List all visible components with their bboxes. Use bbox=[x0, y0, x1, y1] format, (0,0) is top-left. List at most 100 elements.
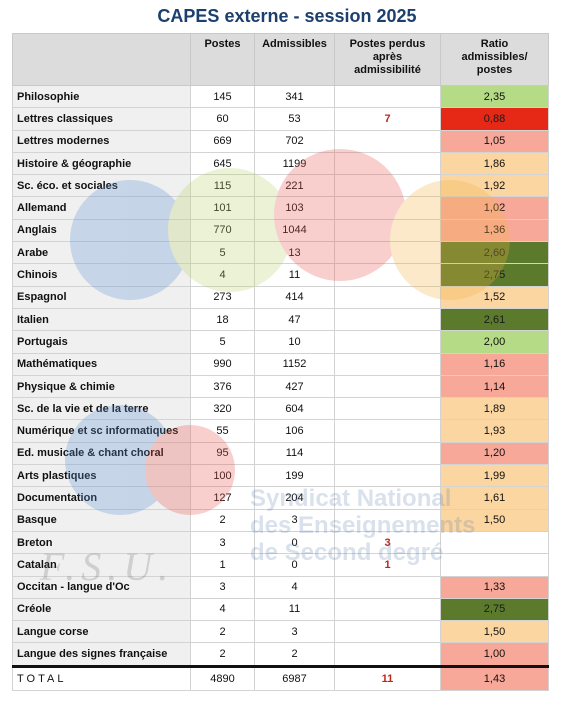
header-discipline bbox=[12, 33, 191, 86]
admissibles-cell: 11 bbox=[254, 597, 335, 622]
discipline-cell: Espagnol bbox=[12, 285, 191, 309]
postes-perdus-cell bbox=[334, 397, 441, 421]
ratio-cell: 1,02 bbox=[440, 196, 549, 220]
ratio-cell: 1,86 bbox=[440, 151, 549, 176]
table-row: Arabe 5 13 2,60 bbox=[12, 241, 549, 265]
ratio-cell: 2,75 bbox=[440, 597, 549, 622]
table-row: Lettres modernes 669 702 1,05 bbox=[12, 129, 549, 153]
admissibles-cell: 10 bbox=[254, 330, 335, 354]
postes-perdus-cell: 11 bbox=[334, 664, 441, 691]
table-row: Créole 4 11 2,75 bbox=[12, 597, 549, 622]
postes-perdus-cell bbox=[334, 129, 441, 153]
discipline-cell: Lettres modernes bbox=[12, 129, 191, 153]
postes-perdus-cell bbox=[334, 464, 441, 488]
admissibles-cell: 341 bbox=[254, 84, 335, 109]
ratio-cell: 2,35 bbox=[440, 84, 549, 109]
admissibles-cell: 6987 bbox=[254, 664, 335, 691]
discipline-cell: Allemand bbox=[12, 196, 191, 220]
discipline-cell: Lettres classiques bbox=[12, 107, 191, 131]
admissibles-cell: 414 bbox=[254, 285, 335, 309]
admissibles-cell: 199 bbox=[254, 464, 335, 488]
header-admissibles: Admissibles bbox=[254, 33, 335, 86]
discipline-cell: Sc. éco. et sociales bbox=[12, 174, 191, 198]
postes-perdus-cell: 7 bbox=[334, 107, 441, 131]
postes-cell: 3 bbox=[190, 530, 255, 555]
ratio-cell: 1,05 bbox=[440, 129, 549, 153]
postes-perdus-cell bbox=[334, 285, 441, 309]
results-table: Postes Admissibles Postes perdus après a… bbox=[12, 33, 549, 691]
admissibles-cell: 103 bbox=[254, 196, 335, 220]
table-row: Langue des signes française 2 2 1,00 bbox=[12, 642, 549, 667]
discipline-cell: Anglais bbox=[12, 218, 191, 243]
postes-cell: 669 bbox=[190, 129, 255, 153]
postes-cell: 770 bbox=[190, 218, 255, 243]
page-title: CAPES externe - session 2025 bbox=[157, 6, 417, 26]
admissibles-cell: 106 bbox=[254, 419, 335, 443]
discipline-cell: Ed. musicale & chant choral bbox=[12, 441, 191, 466]
ratio-cell: 1,92 bbox=[440, 174, 549, 198]
ratio-cell: 1,43 bbox=[440, 664, 549, 691]
discipline-cell: Mathématiques bbox=[12, 352, 191, 376]
discipline-cell: Sc. de la vie et de la terre bbox=[12, 397, 191, 421]
discipline-cell: TOTAL bbox=[12, 664, 191, 691]
postes-perdus-cell bbox=[334, 597, 441, 622]
discipline-cell: Philosophie bbox=[12, 84, 191, 109]
admissibles-cell: 2 bbox=[254, 642, 335, 667]
header-row: Postes Admissibles Postes perdus après a… bbox=[12, 33, 549, 86]
table-row: Physique & chimie 376 427 1,14 bbox=[12, 374, 549, 399]
ratio-cell: 1,36 bbox=[440, 218, 549, 243]
discipline-cell: Langue des signes française bbox=[12, 642, 191, 667]
postes-cell: 376 bbox=[190, 374, 255, 399]
discipline-cell: Documentation bbox=[12, 486, 191, 510]
ratio-cell: 1,50 bbox=[440, 508, 549, 532]
postes-cell: 18 bbox=[190, 307, 255, 332]
discipline-cell: Langue corse bbox=[12, 620, 191, 644]
discipline-cell: Arts plastiques bbox=[12, 464, 191, 488]
admissibles-cell: 604 bbox=[254, 397, 335, 421]
discipline-cell: Arabe bbox=[12, 241, 191, 265]
postes-cell: 2 bbox=[190, 620, 255, 644]
ratio-cell: 2,00 bbox=[440, 330, 549, 354]
postes-cell: 115 bbox=[190, 174, 255, 198]
postes-cell: 101 bbox=[190, 196, 255, 220]
postes-cell: 4 bbox=[190, 263, 255, 287]
postes-cell: 320 bbox=[190, 397, 255, 421]
total-row: TOTAL 4890 6987 11 1,43 bbox=[12, 664, 549, 691]
admissibles-cell: 1152 bbox=[254, 352, 335, 376]
header-ratio: Ratio admissibles/ postes bbox=[440, 33, 549, 86]
postes-cell: 4890 bbox=[190, 664, 255, 691]
table-row: Catalan 1 0 1 bbox=[12, 553, 549, 577]
postes-perdus-cell bbox=[334, 84, 441, 109]
watermark-line-2: des Enseignements bbox=[250, 512, 476, 539]
ratio-cell: 1,99 bbox=[440, 464, 549, 488]
admissibles-cell: 3 bbox=[254, 620, 335, 644]
discipline-cell: Numérique et sc informatiques bbox=[12, 419, 191, 443]
postes-cell: 1 bbox=[190, 553, 255, 577]
table-row: Numérique et sc informatiques 55 106 1,93 bbox=[12, 419, 549, 443]
admissibles-cell: 0 bbox=[254, 553, 335, 577]
admissibles-cell: 221 bbox=[254, 174, 335, 198]
ratio-cell: 2,75 bbox=[440, 263, 549, 287]
postes-perdus-cell bbox=[334, 263, 441, 287]
postes-perdus-cell bbox=[334, 441, 441, 466]
table-row: Portugais 5 10 2,00 bbox=[12, 330, 549, 354]
admissibles-cell: 3 bbox=[254, 508, 335, 532]
watermark-fsu: F.S.U. bbox=[40, 544, 175, 589]
postes-cell: 4 bbox=[190, 597, 255, 622]
ratio-cell: 2,60 bbox=[440, 241, 549, 265]
admissibles-cell: 13 bbox=[254, 241, 335, 265]
admissibles-cell: 427 bbox=[254, 374, 335, 399]
postes-cell: 95 bbox=[190, 441, 255, 466]
table-row: Documentation 127 204 1,61 bbox=[12, 486, 549, 510]
table-row: Allemand 101 103 1,02 bbox=[12, 196, 549, 220]
header-postes-perdus: Postes perdus après admissibilité bbox=[334, 33, 441, 86]
discipline-cell: Créole bbox=[12, 597, 191, 622]
postes-perdus-cell bbox=[334, 642, 441, 667]
discipline-cell: Occitan - langue d'Oc bbox=[12, 575, 191, 599]
table-body: Philosophie 145 341 2,35 Lettres classiques 6… bbox=[12, 84, 549, 691]
table-row: Philosophie 145 341 2,35 bbox=[12, 84, 549, 109]
postes-cell: 55 bbox=[190, 419, 255, 443]
admissibles-cell: 114 bbox=[254, 441, 335, 466]
ratio-cell bbox=[440, 553, 549, 577]
watermark-line-1: Syndicat National bbox=[250, 485, 452, 512]
